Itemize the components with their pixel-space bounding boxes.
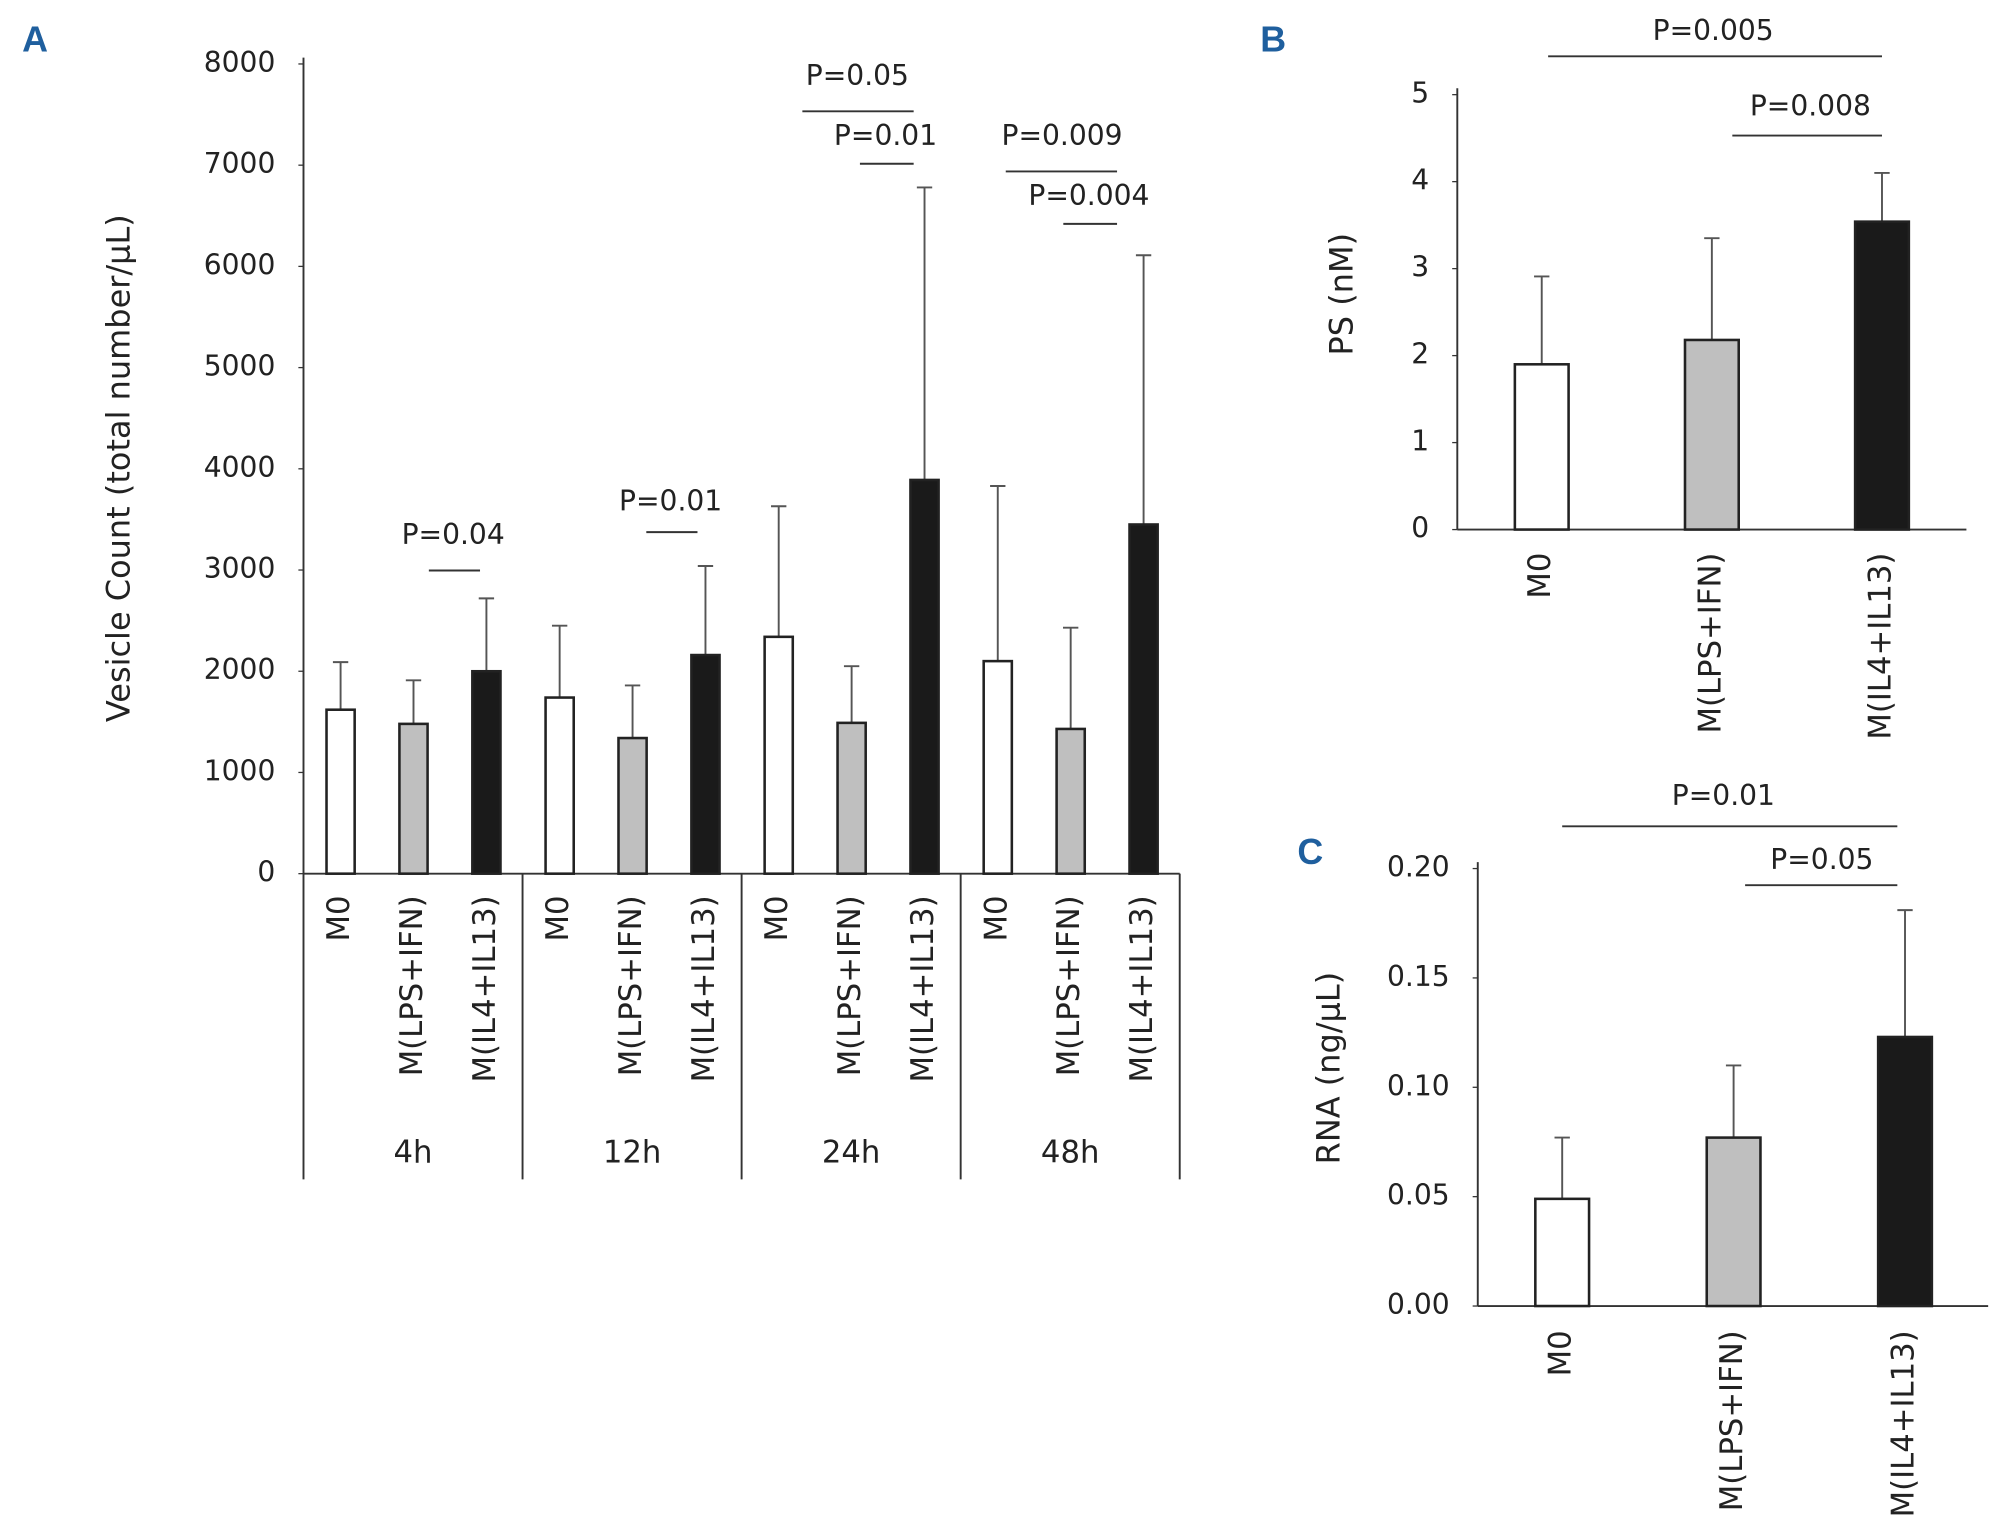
group-label: 48h	[1041, 1135, 1100, 1170]
x-tick-label: M0	[979, 895, 1014, 941]
group-label: 4h	[394, 1135, 433, 1170]
panel-label: B	[1260, 20, 1286, 60]
x-tick-label: M(LPS+IFN)	[1693, 553, 1728, 734]
bar	[1534, 1197, 1591, 1308]
y-tick-label: 3000	[204, 552, 276, 585]
bar	[471, 669, 502, 875]
error-bar	[332, 661, 349, 710]
y-tick-label: 5	[1411, 77, 1429, 110]
p-value: P=0.05	[1770, 843, 1873, 876]
y-tick-label: 0.20	[1387, 851, 1450, 884]
error-bar	[405, 679, 422, 724]
y-tick-label: 5000	[204, 350, 276, 383]
bar	[1055, 727, 1087, 875]
bar	[1128, 523, 1159, 875]
x-tick-label: M0	[760, 895, 795, 941]
bar	[325, 708, 356, 875]
error-bar	[697, 565, 714, 656]
error-bar	[551, 624, 568, 698]
x-tick-label: M0	[541, 895, 576, 941]
y-tick-label: 7000	[204, 147, 276, 180]
error-bar	[771, 505, 787, 637]
x-tick-label: M0	[322, 895, 357, 941]
x-tick-label: M0	[1544, 1330, 1579, 1376]
x-tick-label: M(LPS+IFN)	[614, 895, 649, 1076]
p-value: P=0.008	[1750, 89, 1871, 122]
bar	[982, 659, 1014, 875]
x-tick-label: M(LPS+IFN)	[1052, 895, 1087, 1076]
bar	[617, 736, 648, 875]
y-tick-label: 4	[1411, 164, 1429, 197]
bar	[763, 635, 795, 875]
y-tick-label: 0	[1411, 512, 1429, 545]
error-bar	[843, 665, 860, 723]
p-value: P=0.005	[1653, 14, 1774, 47]
error-bar	[624, 684, 641, 739]
bar	[836, 721, 867, 875]
y-tick-label: 1	[1411, 425, 1429, 458]
panel-label: C	[1297, 832, 1323, 872]
bar	[398, 722, 429, 875]
y-axis-label: Vesicle Count (total number/μL)	[100, 214, 138, 722]
x-tick-label: M(IL4+IL13)	[906, 895, 941, 1082]
bar	[544, 696, 575, 875]
error-bar	[1897, 909, 1913, 1037]
p-value: P=0.009	[1002, 119, 1123, 152]
y-tick-label: 0	[257, 856, 275, 889]
group-label: 12h	[603, 1135, 662, 1170]
x-tick-label: M(IL4+IL13)	[468, 895, 503, 1082]
bar	[1876, 1035, 1934, 1308]
y-tick-label: 1000	[204, 754, 276, 787]
y-tick-label: 0.15	[1387, 960, 1450, 993]
bar	[1705, 1136, 1762, 1308]
x-tick-label: M(IL4+IL13)	[1125, 895, 1160, 1082]
error-bar	[1534, 275, 1550, 365]
p-value: P=0.01	[834, 119, 937, 152]
x-tick-label: M(IL4+IL13)	[1887, 1330, 1922, 1517]
x-tick-label: M(IL4+IL13)	[1863, 553, 1898, 740]
y-tick-label: 8000	[204, 46, 276, 79]
error-bar	[1135, 254, 1152, 525]
x-tick-label: M(LPS+IFN)	[833, 895, 868, 1076]
p-value: P=0.004	[1028, 179, 1149, 212]
p-value: P=0.05	[806, 59, 909, 92]
group-label: 24h	[822, 1135, 881, 1170]
x-tick-label: M(IL4+IL13)	[687, 895, 722, 1082]
y-tick-label: 0.05	[1387, 1179, 1450, 1212]
bar	[1513, 363, 1570, 531]
error-bar	[1554, 1136, 1570, 1199]
y-tick-label: 6000	[204, 248, 276, 281]
bar	[690, 653, 721, 875]
error-bar	[1725, 1064, 1742, 1138]
error-bar	[1874, 171, 1890, 222]
error-bar	[916, 186, 933, 480]
y-tick-label: 4000	[204, 451, 276, 484]
panel-label: A	[22, 20, 48, 60]
bar	[1683, 338, 1740, 531]
y-tick-label: 3	[1411, 251, 1429, 284]
bar	[1853, 220, 1911, 531]
y-axis-label: PS (nM)	[1322, 233, 1360, 356]
p-value: P=0.01	[1672, 779, 1775, 812]
x-tick-label: M0	[1523, 553, 1558, 599]
y-tick-label: 0.00	[1387, 1288, 1450, 1321]
x-tick-label: M(LPS+IFN)	[395, 895, 430, 1076]
error-bar	[1704, 237, 1720, 340]
error-bar	[990, 485, 1006, 662]
y-tick-label: 2000	[204, 653, 276, 686]
error-bar	[478, 597, 495, 672]
y-axis-label: RNA (ng/μL)	[1310, 972, 1348, 1165]
bar	[909, 478, 940, 875]
y-tick-label: 0.10	[1387, 1069, 1450, 1102]
p-value: P=0.04	[402, 518, 505, 551]
error-bar	[1062, 626, 1079, 729]
x-tick-label: M(LPS+IFN)	[1715, 1330, 1750, 1511]
p-value: P=0.01	[619, 485, 722, 518]
y-tick-label: 2	[1411, 338, 1429, 371]
